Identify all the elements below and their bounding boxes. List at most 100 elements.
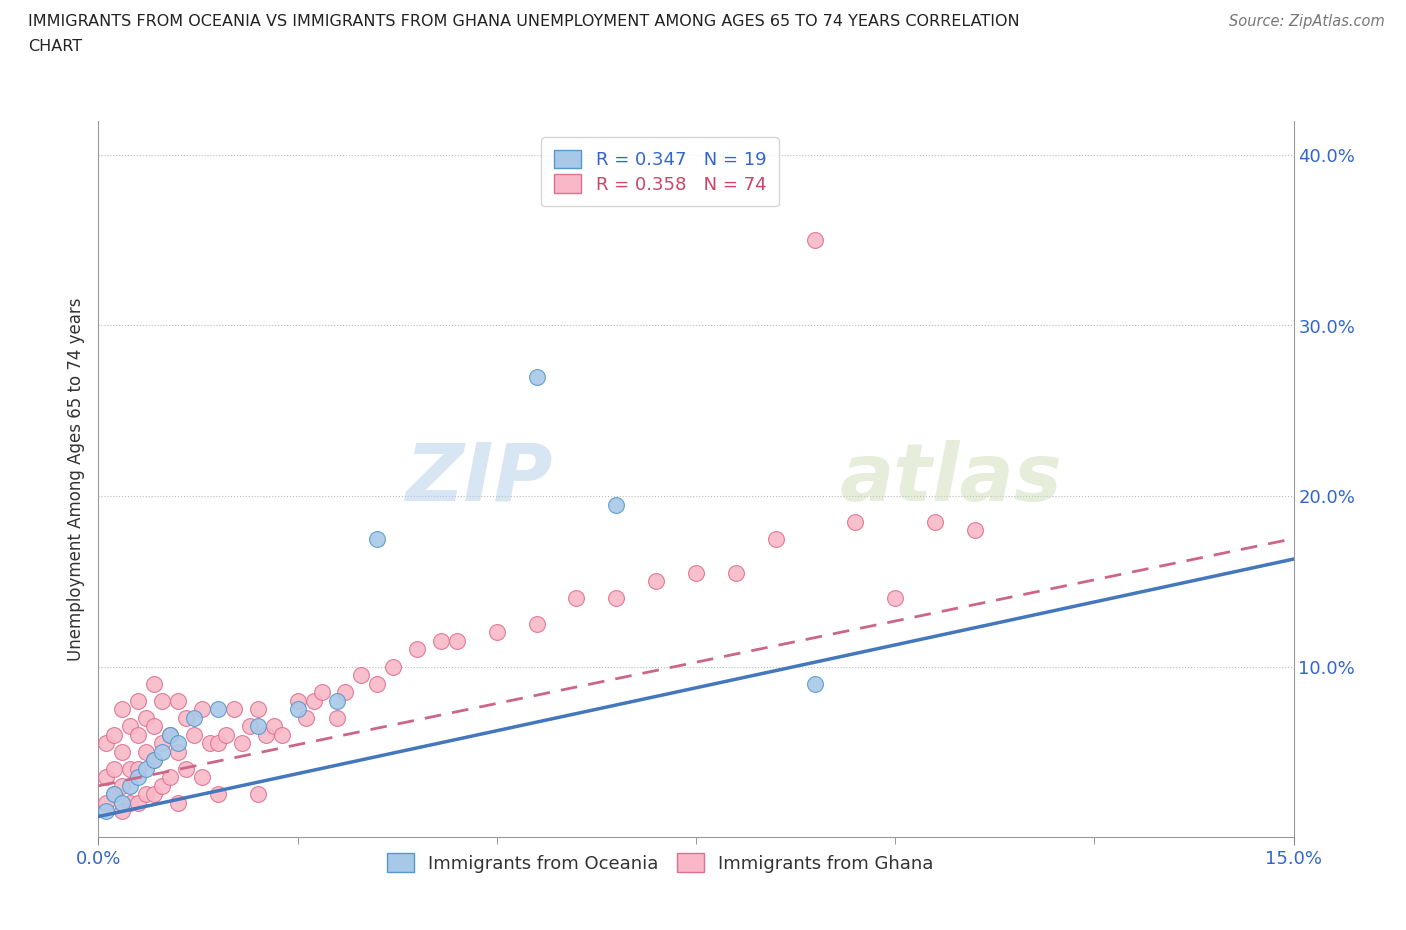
Point [103,727,125,742]
Point [150,778,173,793]
Point [366,676,388,691]
Y-axis label: Unemployment Among Ages 65 to 74 years: Unemployment Among Ages 65 to 74 years [66,298,84,660]
Point [526,617,548,631]
Point [96,804,118,819]
Point [111,795,134,810]
Point [111,744,134,759]
Point [183,727,205,742]
Point [430,633,453,648]
Point [645,574,668,589]
Text: CHART: CHART [28,39,82,54]
Text: atlas: atlas [839,440,1062,518]
Point [135,762,157,777]
Text: IMMIGRANTS FROM OCEANIA VS IMMIGRANTS FROM GHANA UNEMPLOYMENT AMONG AGES 65 TO 7: IMMIGRANTS FROM OCEANIA VS IMMIGRANTS FR… [28,14,1019,29]
Point [183,711,205,725]
Point [239,719,262,734]
Point [526,369,548,384]
Point [246,719,269,734]
Point [96,795,118,810]
Text: ZIP: ZIP [405,440,553,518]
Point [127,795,149,810]
Point [287,702,309,717]
Point [198,736,221,751]
Point [111,778,134,793]
Point [382,659,405,674]
Point [150,736,173,751]
Point [963,523,986,538]
Point [263,719,285,734]
Point [143,753,166,768]
Legend: Immigrants from Oceania, Immigrants from Ghana: Immigrants from Oceania, Immigrants from… [378,844,942,882]
Point [326,693,349,708]
Point [167,693,190,708]
Point [191,770,214,785]
Point [311,684,333,699]
Point [246,702,269,717]
Point [135,711,157,725]
Point [143,787,166,802]
Point [143,719,166,734]
Point [605,591,627,605]
Point [174,711,197,725]
Point [270,727,292,742]
Point [111,702,134,717]
Point [150,693,173,708]
Point [326,711,349,725]
Point [120,762,142,777]
Point [804,232,827,247]
Point [120,778,142,793]
Point [135,787,157,802]
Point [103,762,125,777]
Point [207,736,229,751]
Point [254,727,277,742]
Point [222,702,245,717]
Point [167,736,190,751]
Point [159,727,181,742]
Point [246,787,269,802]
Point [191,702,214,717]
Point [159,727,181,742]
Point [207,702,229,717]
Point [120,719,142,734]
Point [350,668,373,683]
Point [167,744,190,759]
Point [127,770,149,785]
Point [159,770,181,785]
Point [96,736,118,751]
Point [143,753,166,768]
Point [884,591,907,605]
Point [215,727,238,742]
Point [167,795,190,810]
Point [120,795,142,810]
Point [103,787,125,802]
Point [231,736,253,751]
Point [804,676,827,691]
Point [565,591,588,605]
Point [366,531,388,546]
Point [924,514,946,529]
Point [765,531,787,546]
Point [135,744,157,759]
Point [174,762,197,777]
Point [127,762,149,777]
Point [127,727,149,742]
Point [103,787,125,802]
Point [111,804,134,819]
Text: Source: ZipAtlas.com: Source: ZipAtlas.com [1229,14,1385,29]
Point [844,514,866,529]
Point [143,676,166,691]
Point [287,693,309,708]
Point [446,633,468,648]
Point [96,770,118,785]
Point [485,625,508,640]
Point [302,693,325,708]
Point [335,684,357,699]
Point [150,744,173,759]
Point [724,565,747,580]
Point [605,497,627,512]
Point [685,565,707,580]
Point [406,642,429,657]
Point [294,711,316,725]
Point [127,693,149,708]
Point [207,787,229,802]
